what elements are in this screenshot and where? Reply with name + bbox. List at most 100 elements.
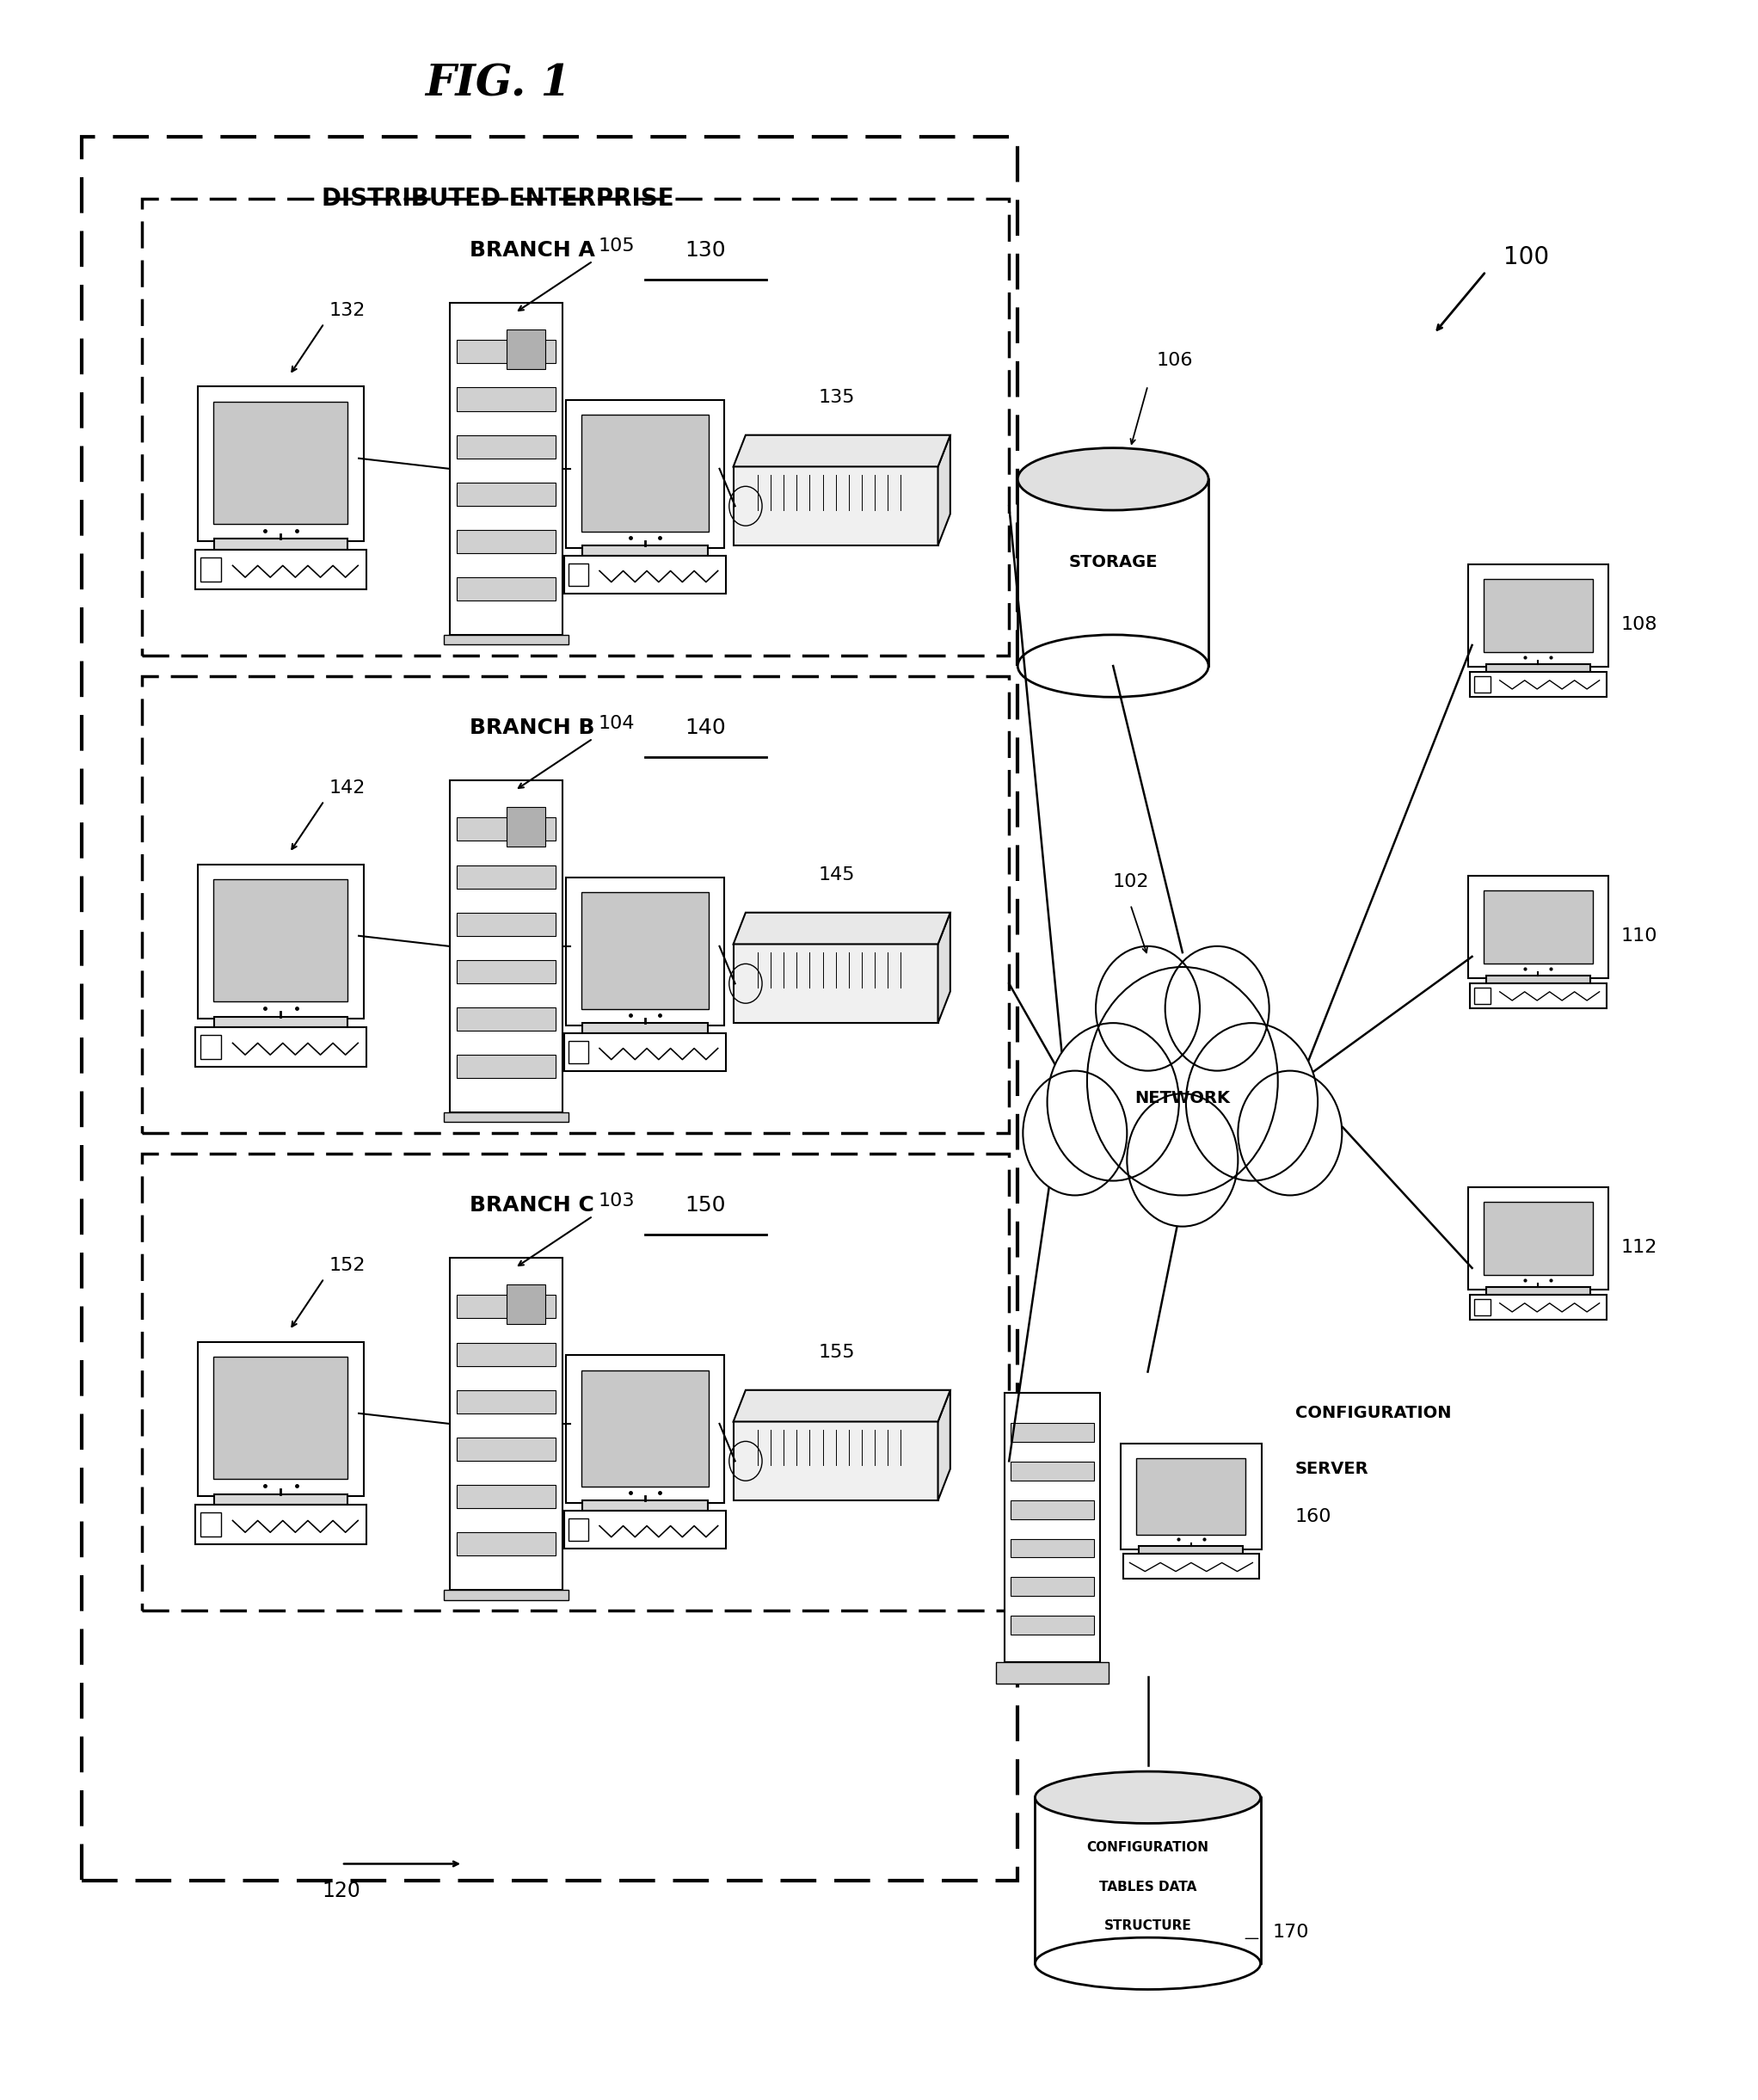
FancyBboxPatch shape bbox=[1018, 479, 1208, 666]
FancyBboxPatch shape bbox=[506, 806, 545, 846]
FancyBboxPatch shape bbox=[457, 529, 556, 552]
Text: 170: 170 bbox=[1273, 1924, 1310, 1940]
FancyBboxPatch shape bbox=[445, 1590, 568, 1600]
FancyBboxPatch shape bbox=[1468, 876, 1609, 979]
FancyBboxPatch shape bbox=[1486, 1287, 1589, 1294]
FancyBboxPatch shape bbox=[566, 401, 724, 548]
FancyBboxPatch shape bbox=[1139, 1546, 1243, 1554]
Text: 152: 152 bbox=[329, 1258, 366, 1275]
Text: 102: 102 bbox=[1113, 874, 1148, 890]
Polygon shape bbox=[939, 1390, 951, 1501]
Circle shape bbox=[1095, 947, 1199, 1071]
FancyBboxPatch shape bbox=[582, 546, 707, 556]
FancyBboxPatch shape bbox=[457, 1008, 556, 1031]
FancyBboxPatch shape bbox=[214, 880, 348, 1002]
FancyBboxPatch shape bbox=[1470, 1294, 1607, 1319]
FancyBboxPatch shape bbox=[457, 340, 556, 363]
Text: 145: 145 bbox=[817, 867, 854, 884]
FancyBboxPatch shape bbox=[1473, 1300, 1491, 1315]
FancyBboxPatch shape bbox=[457, 1533, 556, 1556]
FancyBboxPatch shape bbox=[1473, 987, 1491, 1004]
Text: STRUCTURE: STRUCTURE bbox=[1104, 1919, 1192, 1932]
Ellipse shape bbox=[1035, 1938, 1260, 1989]
Text: 103: 103 bbox=[598, 1193, 635, 1210]
FancyBboxPatch shape bbox=[1006, 1392, 1101, 1663]
FancyBboxPatch shape bbox=[582, 892, 708, 1008]
FancyBboxPatch shape bbox=[197, 865, 364, 1018]
FancyBboxPatch shape bbox=[457, 817, 556, 840]
FancyBboxPatch shape bbox=[457, 914, 556, 937]
Text: 105: 105 bbox=[598, 237, 635, 254]
FancyBboxPatch shape bbox=[457, 1485, 556, 1508]
FancyBboxPatch shape bbox=[457, 578, 556, 601]
FancyBboxPatch shape bbox=[1473, 676, 1491, 693]
Polygon shape bbox=[733, 914, 951, 945]
FancyBboxPatch shape bbox=[1011, 1615, 1095, 1634]
Text: 142: 142 bbox=[329, 779, 366, 796]
FancyBboxPatch shape bbox=[566, 878, 724, 1025]
Text: 112: 112 bbox=[1621, 1239, 1658, 1256]
FancyBboxPatch shape bbox=[450, 302, 563, 634]
Polygon shape bbox=[733, 1390, 951, 1422]
FancyBboxPatch shape bbox=[450, 779, 563, 1113]
FancyBboxPatch shape bbox=[506, 330, 545, 370]
FancyBboxPatch shape bbox=[445, 634, 568, 645]
FancyBboxPatch shape bbox=[457, 1390, 556, 1413]
FancyBboxPatch shape bbox=[566, 1354, 724, 1504]
Text: 150: 150 bbox=[686, 1195, 726, 1216]
FancyBboxPatch shape bbox=[1468, 565, 1609, 668]
Text: 160: 160 bbox=[1296, 1508, 1333, 1527]
FancyBboxPatch shape bbox=[1011, 1424, 1095, 1443]
Text: 135: 135 bbox=[817, 388, 854, 407]
FancyBboxPatch shape bbox=[1484, 1201, 1593, 1275]
Text: 132: 132 bbox=[329, 302, 366, 319]
Text: 110: 110 bbox=[1621, 928, 1658, 945]
FancyBboxPatch shape bbox=[457, 1438, 556, 1462]
Ellipse shape bbox=[1018, 447, 1208, 510]
Circle shape bbox=[1086, 966, 1278, 1195]
FancyBboxPatch shape bbox=[450, 1258, 563, 1590]
FancyBboxPatch shape bbox=[445, 1113, 568, 1121]
Text: CONFIGURATION: CONFIGURATION bbox=[1086, 1842, 1210, 1854]
FancyBboxPatch shape bbox=[1035, 1798, 1260, 1964]
Text: 108: 108 bbox=[1621, 615, 1658, 632]
FancyBboxPatch shape bbox=[1123, 1554, 1259, 1579]
Text: BRANCH A: BRANCH A bbox=[469, 239, 594, 260]
FancyBboxPatch shape bbox=[1011, 1577, 1095, 1596]
FancyBboxPatch shape bbox=[195, 1027, 367, 1067]
Text: 130: 130 bbox=[686, 239, 726, 260]
FancyBboxPatch shape bbox=[195, 550, 367, 590]
FancyBboxPatch shape bbox=[733, 1422, 939, 1501]
FancyBboxPatch shape bbox=[1011, 1539, 1095, 1558]
FancyBboxPatch shape bbox=[1486, 664, 1589, 672]
FancyBboxPatch shape bbox=[214, 401, 348, 525]
FancyBboxPatch shape bbox=[568, 563, 589, 586]
Text: 104: 104 bbox=[598, 716, 635, 733]
Text: SERVER: SERVER bbox=[1296, 1462, 1369, 1478]
Ellipse shape bbox=[1035, 1772, 1260, 1823]
FancyBboxPatch shape bbox=[582, 416, 708, 531]
FancyBboxPatch shape bbox=[1470, 983, 1607, 1008]
FancyBboxPatch shape bbox=[564, 1510, 726, 1548]
Text: BRANCH C: BRANCH C bbox=[469, 1195, 594, 1216]
FancyBboxPatch shape bbox=[214, 540, 346, 550]
FancyBboxPatch shape bbox=[506, 1285, 545, 1323]
FancyBboxPatch shape bbox=[457, 1342, 556, 1365]
FancyBboxPatch shape bbox=[197, 386, 364, 542]
FancyBboxPatch shape bbox=[195, 1506, 367, 1544]
Text: 140: 140 bbox=[686, 718, 726, 739]
FancyBboxPatch shape bbox=[1470, 672, 1607, 697]
FancyBboxPatch shape bbox=[1136, 1457, 1246, 1535]
FancyBboxPatch shape bbox=[1486, 974, 1589, 983]
FancyBboxPatch shape bbox=[457, 1296, 556, 1319]
FancyBboxPatch shape bbox=[457, 483, 556, 506]
Circle shape bbox=[1187, 1023, 1318, 1180]
Polygon shape bbox=[939, 435, 951, 546]
FancyBboxPatch shape bbox=[733, 945, 939, 1023]
Circle shape bbox=[1166, 947, 1269, 1071]
Text: STORAGE: STORAGE bbox=[1069, 554, 1157, 571]
FancyBboxPatch shape bbox=[200, 559, 222, 582]
FancyBboxPatch shape bbox=[733, 466, 939, 546]
FancyBboxPatch shape bbox=[1468, 1186, 1609, 1289]
FancyBboxPatch shape bbox=[200, 1035, 222, 1058]
